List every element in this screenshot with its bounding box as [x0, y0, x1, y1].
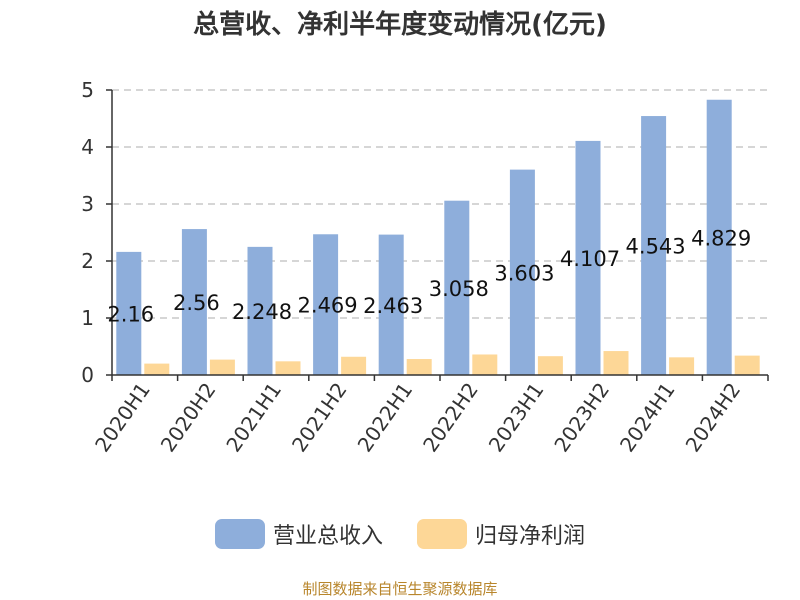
y-tick-label: 4	[81, 135, 94, 159]
x-tick-label: 2021H1	[221, 378, 286, 456]
bar-revenue[interactable]	[509, 169, 535, 375]
data-labels: 2.16 2.56 2.248 2.469 2.4633.0583.6034.1074.…	[107, 226, 751, 326]
x-tick-label: 2023H2	[549, 378, 614, 456]
data-label-revenue: 3.058	[429, 277, 489, 301]
y-tick-label: 2	[81, 249, 94, 273]
bar-net-profit[interactable]	[209, 359, 235, 375]
bar-revenue[interactable]	[706, 99, 732, 375]
bar-net-profit[interactable]	[275, 361, 301, 375]
y-tick-label: 5	[81, 78, 94, 102]
legend-swatch-net-profit	[417, 519, 467, 549]
bar-net-profit[interactable]	[406, 359, 432, 375]
bar-revenue[interactable]	[181, 229, 207, 375]
data-label-revenue: 2.16	[107, 302, 154, 326]
x-tick-label: 2023H1	[484, 378, 549, 456]
bar-net-profit[interactable]	[144, 363, 170, 375]
x-tick-label: 2022H2	[418, 378, 483, 456]
y-tick-label: 3	[81, 192, 94, 216]
chart-title: 总营收、净利半年度变动情况(亿元)	[193, 10, 607, 40]
x-tick-label: 2020H1	[90, 378, 155, 456]
x-tick-label: 2024H2	[681, 378, 746, 456]
legend-item-revenue[interactable]: 营业总收入	[214, 518, 383, 550]
data-label-revenue: 4.107	[560, 247, 620, 271]
bar-net-profit[interactable]	[472, 354, 498, 375]
bar-revenue[interactable]	[444, 200, 470, 375]
bar-revenue[interactable]	[116, 251, 142, 375]
x-tick-label: 2022H1	[353, 378, 418, 456]
bar-revenue[interactable]	[575, 140, 601, 375]
legend: 营业总收入 归母净利润	[0, 518, 800, 550]
bar-revenue[interactable]	[641, 116, 667, 375]
legend-label-net-profit: 归母净利润	[475, 524, 586, 549]
bars	[116, 99, 760, 375]
data-label-revenue: 4.829	[691, 226, 751, 250]
source-note: 制图数据来自恒生聚源数据库	[302, 580, 498, 598]
x-tick-label: 2024H1	[615, 378, 680, 456]
y-tick-label: 1	[81, 306, 94, 330]
bar-net-profit[interactable]	[341, 356, 367, 375]
legend-item-net-profit[interactable]: 归母净利润	[417, 518, 585, 550]
legend-label-revenue: 营业总收入	[272, 524, 383, 549]
data-label-revenue: 3.603	[494, 261, 554, 285]
x-tick-label: 2021H2	[287, 378, 352, 456]
bar-net-profit[interactable]	[537, 356, 563, 375]
data-label-revenue: 2.463	[363, 294, 423, 318]
data-label-revenue: 2.56	[173, 291, 220, 315]
bar-revenue[interactable]	[247, 246, 273, 375]
bar-net-profit[interactable]	[603, 351, 629, 375]
data-label-revenue: 2.469	[298, 294, 358, 318]
bar-net-profit[interactable]	[734, 355, 760, 375]
y-tick-label: 0	[81, 363, 94, 387]
x-tick-label: 2020H2	[156, 378, 221, 456]
bar-revenue[interactable]	[378, 234, 404, 375]
legend-swatch-revenue	[214, 519, 265, 549]
data-label-revenue: 2.248	[232, 300, 292, 324]
bar-revenue[interactable]	[313, 234, 339, 375]
bar-net-profit[interactable]	[669, 357, 695, 375]
data-label-revenue: 4.543	[626, 235, 686, 259]
